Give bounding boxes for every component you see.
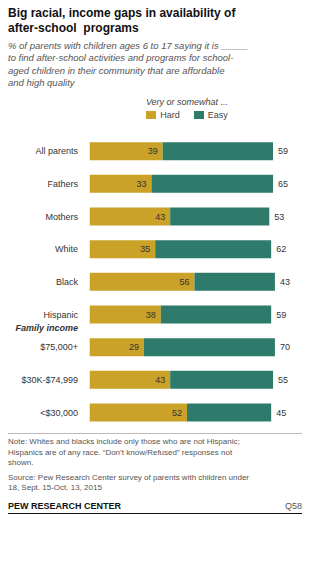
svg-text:59: 59 — [276, 310, 286, 320]
html-text:Source: Pew Research Center su: Source: Pew Research Center survey of pa… — [8, 472, 249, 492]
html-text:Q58: Q58 — [285, 501, 302, 512]
svg-text:Fathers: Fathers — [47, 179, 78, 189]
svg-text:Mothers: Mothers — [45, 212, 78, 222]
svg-text:35: 35 — [140, 245, 150, 255]
svg-text:43: 43 — [280, 277, 290, 287]
html-text:Easy: Easy — [207, 110, 228, 121]
html-text:% of parents with children age: % of parents with children ages 6 to 17 … — [8, 40, 248, 88]
svg-text:45: 45 — [276, 408, 286, 418]
svg-text:38: 38 — [146, 310, 156, 320]
svg-text:56: 56 — [179, 277, 189, 287]
svg-text:53: 53 — [274, 212, 284, 222]
svg-text:55: 55 — [278, 375, 288, 385]
svg-text:59: 59 — [278, 147, 288, 157]
svg-text:65: 65 — [278, 179, 288, 189]
svg-text:<$30,000: <$30,000 — [40, 408, 78, 418]
svg-text:39: 39 — [148, 147, 158, 157]
svg-text:White: White — [55, 245, 78, 255]
svg-text:29: 29 — [129, 343, 139, 353]
html-text:PEW RESEARCH CENTER: PEW RESEARCH CENTER — [8, 501, 121, 512]
svg-text:$30K-$74,999: $30K-$74,999 — [21, 375, 78, 385]
svg-text:Family income: Family income — [15, 324, 78, 334]
html-text:Note: Whites and blacks includ: Note: Whites and blacks include only tho… — [8, 437, 240, 468]
svg-text:$75,000+: $75,000+ — [40, 343, 78, 353]
svg-text:All parents: All parents — [35, 147, 78, 157]
svg-text:33: 33 — [136, 179, 146, 189]
svg-text:Hispanic: Hispanic — [43, 310, 78, 320]
html-text:Hard: Hard — [160, 110, 180, 121]
svg-text:52: 52 — [172, 408, 182, 418]
svg-text:70: 70 — [280, 343, 290, 353]
svg-text:43: 43 — [155, 212, 165, 222]
html-text:Big racial, income gaps in ava: Big racial, income gaps in availability … — [8, 6, 236, 35]
svg-text:62: 62 — [276, 245, 286, 255]
svg-text:Black: Black — [56, 277, 79, 287]
html-text:Very or somewhat ...: Very or somewhat ... — [145, 97, 229, 108]
svg-text:43: 43 — [155, 375, 165, 385]
